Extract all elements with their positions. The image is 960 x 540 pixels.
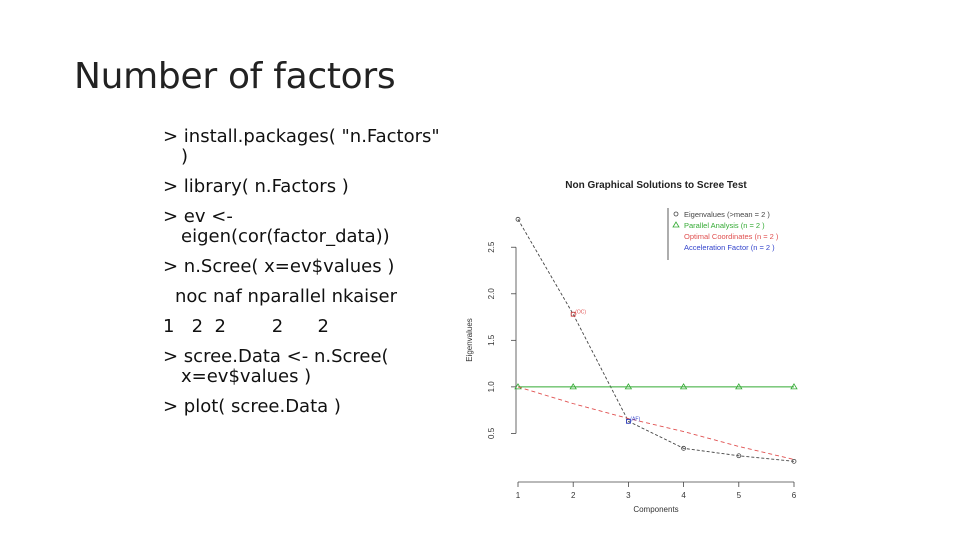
legend-symbol [672,221,680,228]
y-axis-label: Eigenvalues [465,318,474,362]
eigenvalue-point [515,216,521,222]
x-axis-label: Components [633,505,678,514]
code-line: > library( n.Factors ) [163,176,349,197]
legend-symbol [673,211,679,217]
y-tick-label: 2.5 [487,241,496,253]
annotation-marker [570,311,576,317]
x-tick-label: 6 [792,491,797,500]
y-tick-label: 1.0 [487,381,496,393]
annotation-label: (AF) [630,416,640,422]
parallel-point [679,383,688,390]
parallel-point [735,383,743,390]
series-line-0 [517,219,795,462]
eigenvalue-point [791,458,797,464]
slide-title: Number of factors [74,56,396,97]
legend-entry: Acceleration Factor (n = 2 ) [684,243,775,252]
code-line: eigen(cor(factor_data)) [181,226,390,247]
code-line: > scree.Data <- n.Scree( [163,346,389,367]
code-line: > n.Scree( x=ev$values ) [163,256,395,277]
code-output-header: noc naf nparallel nkaiser [175,286,398,307]
legend-entry: Optimal Coordinates (n = 2 ) [684,232,779,241]
annotation-marker [625,418,631,424]
x-tick-label: 4 [681,491,686,500]
parallel-point [514,383,522,390]
eigenvalue-point [736,453,742,459]
legend-entry: Parallel Analysis (n = 2 ) [684,221,765,230]
r-code-block: > install.packages( "n.Factors" ) > libr… [163,127,463,417]
x-tick-label: 2 [571,491,576,500]
eigenvalue-point [681,445,687,451]
scree-plot: Non Graphical Solutions to Scree Test 0.5… [465,180,798,514]
legend-entry: Eigenvalues (>mean = 2 ) [684,210,770,219]
x-tick-label: 1 [516,491,521,500]
annotation-label: (OC) [575,309,586,315]
code-output-values-text: 1 2 2 2 2 [163,316,329,337]
y-tick-label: 2.0 [487,288,496,300]
y-tick-label: 1.5 [487,334,496,346]
y-tick-label: 0.5 [487,427,496,439]
code-line: > plot( scree.Data ) [163,396,341,417]
x-tick-label: 3 [626,491,631,500]
code-line: ) [181,146,189,167]
code-line: > ev <- [163,206,233,227]
code-line: > install.packages( "n.Factors" [163,126,440,147]
parallel-point [790,383,798,390]
parallel-point [624,383,633,390]
code-output-values: 1 2 2 2 2 [163,317,463,337]
series-line-2 [517,386,795,460]
legend-box [668,208,798,260]
x-tick-label: 5 [737,491,742,500]
parallel-point [569,383,577,390]
code-line: x=ev$values ) [181,366,312,387]
chart-title: Non Graphical Solutions to Scree Test [565,180,747,191]
